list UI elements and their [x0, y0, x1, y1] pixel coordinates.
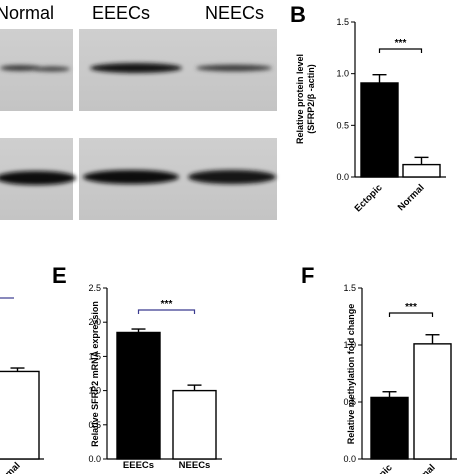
x-category-label-f-1: Normal	[407, 462, 438, 474]
blot-lane-label-neecs: NEECs	[205, 3, 264, 23]
blot-band-normal2-sfrp2	[34, 66, 70, 72]
bar-f-0	[370, 396, 409, 460]
significance-bracket-f	[388, 312, 434, 317]
blot-band-eeecs-actin	[83, 170, 179, 184]
blot-band-neecs-sfrp2	[196, 64, 272, 72]
bar-e-1	[172, 389, 217, 460]
y-tick-label-e: 1.5	[88, 351, 101, 361]
y-tick-label-e: 1.0	[88, 386, 101, 396]
significance-bracket-e	[137, 309, 196, 314]
x-category-label-e-1: NEECs	[179, 460, 211, 471]
chart-panel-d-partial: Normal	[0, 297, 44, 474]
bar-b-0	[360, 82, 399, 178]
blot-lane-label-eeecs: EEECs	[92, 3, 150, 23]
y-tick-label-b: 1.0	[336, 69, 349, 79]
significance-label-b: ***	[395, 38, 407, 49]
y-tick-label-f: 0.5	[343, 397, 356, 407]
x-category-label-b-1: Normal	[396, 182, 427, 213]
y-axis-label-e: Relative SFRP2 mRNA expression	[90, 301, 100, 447]
bar-e-0	[116, 331, 161, 460]
x-category-label-e-0: EEECs	[123, 460, 154, 471]
y-axis-label-f: Relative methylation fold change	[346, 304, 356, 445]
significance-label-e: ***	[161, 299, 173, 310]
y-tick-label-b: 0.5	[336, 120, 349, 130]
x-category-label-b-0: Ectopic	[353, 182, 385, 214]
blot-lane-label-normal: Normal	[0, 3, 54, 23]
panel-letter-f: F	[301, 263, 314, 288]
y-tick-label-b: 0.0	[336, 172, 349, 182]
bar-f-1	[413, 343, 452, 460]
y-tick-label-e: 2.5	[88, 283, 101, 293]
y-tick-label-f: 1.0	[343, 340, 356, 350]
blot-actin-row	[0, 138, 277, 220]
bar-d-0	[0, 370, 40, 460]
bar-b-1	[402, 163, 441, 178]
blot-band-normal-actin	[0, 171, 76, 185]
y-tick-label-e: 0.0	[88, 454, 101, 464]
y-tick-label-b: 1.5	[336, 17, 349, 27]
significance-bracket-b	[378, 48, 423, 53]
x-category-label-d-0: Normal	[0, 460, 23, 474]
chart-panel-b: 0.0 0.5 1.0 1.5 Relative protein level(SFRP2…	[295, 17, 446, 214]
y-tick-label-f: 1.5	[343, 283, 356, 293]
panel-letter-b: B	[290, 2, 306, 27]
chart-panel-f: 0.0 0.5 1.0 1.5 Relative methylation fold ch…	[343, 283, 457, 474]
blot-band-eeecs-sfrp2	[90, 63, 182, 73]
significance-label-f: ***	[405, 302, 417, 313]
y-axis-label-b: Relative protein level(SFRP2/β -actin)	[295, 54, 316, 144]
x-category-label-f-0: Ectopic	[363, 462, 395, 474]
y-tick-label-e: 0.5	[88, 420, 101, 430]
chart-panel-e: 0.0 0.5 1.0 1.5 2.0 2.5 Relative SFRP2 mRNA ex…	[88, 283, 222, 471]
blot-band-normal-sfrp2	[0, 65, 40, 71]
panel-letter-e: E	[52, 263, 67, 288]
y-tick-label-f: 0.0	[343, 454, 356, 464]
blot-band-neecs-actin	[188, 170, 276, 184]
blot-sfrp2-row	[0, 29, 277, 111]
y-tick-label-e: 2.0	[88, 317, 101, 327]
